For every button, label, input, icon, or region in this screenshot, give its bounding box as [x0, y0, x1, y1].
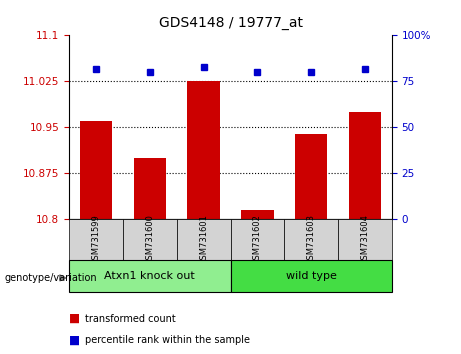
Bar: [230, 260, 392, 292]
Bar: [295, 133, 327, 219]
Bar: [123, 219, 177, 260]
Text: wild type: wild type: [286, 271, 337, 281]
Text: ■: ■: [69, 333, 80, 346]
Bar: [338, 219, 392, 260]
Bar: [80, 121, 112, 219]
Text: GSM731602: GSM731602: [253, 215, 262, 265]
Text: genotype/variation: genotype/variation: [5, 273, 97, 283]
Text: ■: ■: [69, 312, 80, 325]
Text: GSM731604: GSM731604: [361, 215, 369, 265]
Bar: [69, 260, 230, 292]
Bar: [284, 219, 338, 260]
Text: GSM731599: GSM731599: [92, 215, 100, 265]
Bar: [230, 219, 284, 260]
Text: GSM731603: GSM731603: [307, 214, 316, 266]
Title: GDS4148 / 19777_at: GDS4148 / 19777_at: [159, 16, 302, 30]
Text: GSM731601: GSM731601: [199, 215, 208, 265]
Text: transformed count: transformed count: [85, 314, 176, 324]
Bar: [177, 219, 230, 260]
Text: Atxn1 knock out: Atxn1 knock out: [105, 271, 195, 281]
Bar: [69, 219, 123, 260]
Bar: [188, 81, 220, 219]
Bar: [349, 112, 381, 219]
Text: percentile rank within the sample: percentile rank within the sample: [85, 335, 250, 345]
Text: GSM731600: GSM731600: [145, 215, 154, 265]
Bar: [241, 210, 273, 219]
Bar: [134, 158, 166, 219]
